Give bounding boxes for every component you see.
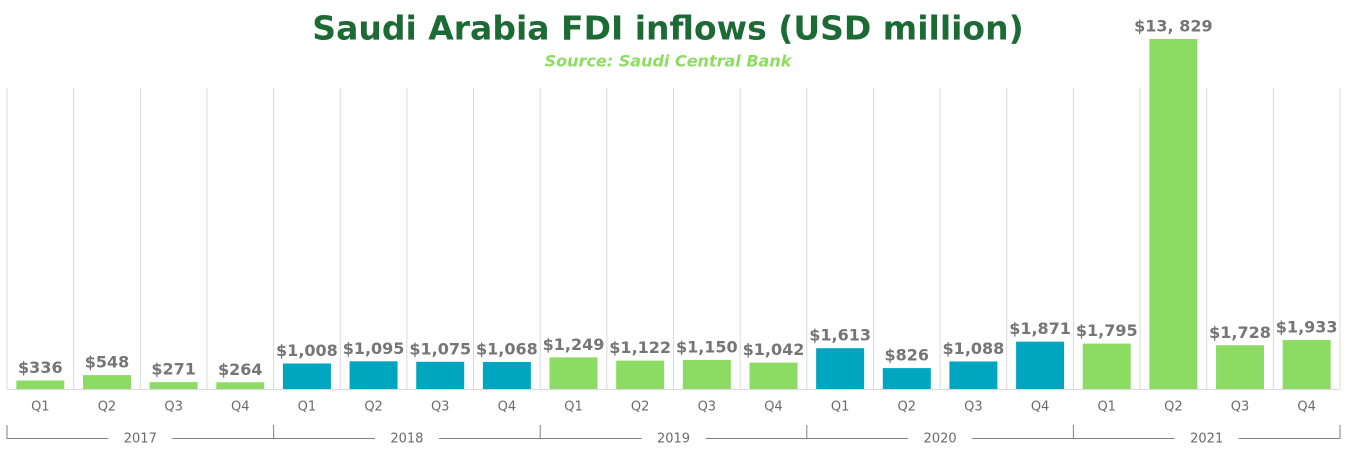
x-tick-label: Q4 [1031, 400, 1050, 415]
value-label: $1,042 [743, 340, 805, 359]
bar [1216, 345, 1265, 389]
bar [682, 359, 731, 389]
x-tick-label: Q4 [498, 400, 517, 415]
value-label: $1,088 [943, 339, 1005, 358]
x-tick-label: Q4 [231, 400, 250, 415]
x-tick-label: Q1 [1097, 400, 1116, 415]
group-label: 2018 [390, 432, 423, 447]
value-label: $548 [85, 353, 130, 372]
value-label: $1,249 [543, 335, 605, 354]
group-label: 2017 [124, 432, 157, 447]
x-tick-label: Q3 [1231, 400, 1250, 415]
value-label: $336 [18, 358, 63, 377]
value-label: $1,122 [609, 338, 671, 357]
bar [149, 382, 198, 389]
value-label: $1,728 [1209, 323, 1271, 342]
x-tick-label: Q4 [764, 400, 783, 415]
group-label: 2020 [924, 432, 957, 447]
value-label: $271 [151, 360, 196, 379]
x-tick-label: Q1 [831, 400, 850, 415]
bar [1149, 39, 1198, 389]
x-tick-label: Q2 [1164, 400, 1183, 415]
bar [282, 363, 331, 389]
bar [949, 361, 998, 389]
bar [616, 360, 665, 389]
bar [749, 362, 798, 389]
chart-title: Saudi Arabia FDI inflows (USD million) [312, 9, 1023, 48]
x-tick-label: Q3 [698, 400, 717, 415]
value-label: $1,150 [676, 337, 738, 356]
chart-subtitle: Source: Saudi Central Bank [545, 52, 793, 71]
bar [216, 382, 265, 389]
value-label: $1,075 [409, 339, 471, 358]
value-label: $1,008 [276, 341, 338, 360]
value-label: $13, 829 [1134, 17, 1212, 36]
x-tick-label: Q1 [31, 400, 50, 415]
bar [549, 357, 598, 389]
x-tick-label: Q4 [1297, 400, 1316, 415]
value-label: $1,068 [476, 339, 538, 358]
bar [16, 380, 65, 389]
x-tick-label: Q2 [364, 400, 383, 415]
group-label: 2021 [1190, 432, 1223, 447]
bar [1082, 343, 1131, 389]
bar [1016, 341, 1065, 389]
x-tick-label: Q3 [964, 400, 983, 415]
value-label: $1,613 [809, 326, 871, 345]
x-tick-label: Q1 [298, 400, 317, 415]
bar [416, 361, 465, 389]
x-tick-label: Q1 [564, 400, 583, 415]
value-label: $1,871 [1009, 319, 1071, 338]
bar [349, 361, 398, 389]
x-tick-label: Q3 [164, 400, 183, 415]
bar [882, 368, 931, 389]
bar [816, 348, 865, 389]
value-label: $1,933 [1276, 318, 1338, 337]
bar [82, 375, 131, 389]
value-label: $1,095 [343, 339, 405, 358]
bar [482, 361, 531, 389]
value-label: $826 [885, 346, 930, 365]
bar [1282, 340, 1331, 389]
x-tick-label: Q2 [898, 400, 917, 415]
x-tick-label: Q3 [431, 400, 450, 415]
value-label: $1,795 [1076, 321, 1138, 340]
value-label: $264 [218, 360, 263, 379]
group-label: 2019 [657, 432, 690, 447]
x-tick-label: Q2 [98, 400, 117, 415]
x-tick-label: Q2 [631, 400, 650, 415]
